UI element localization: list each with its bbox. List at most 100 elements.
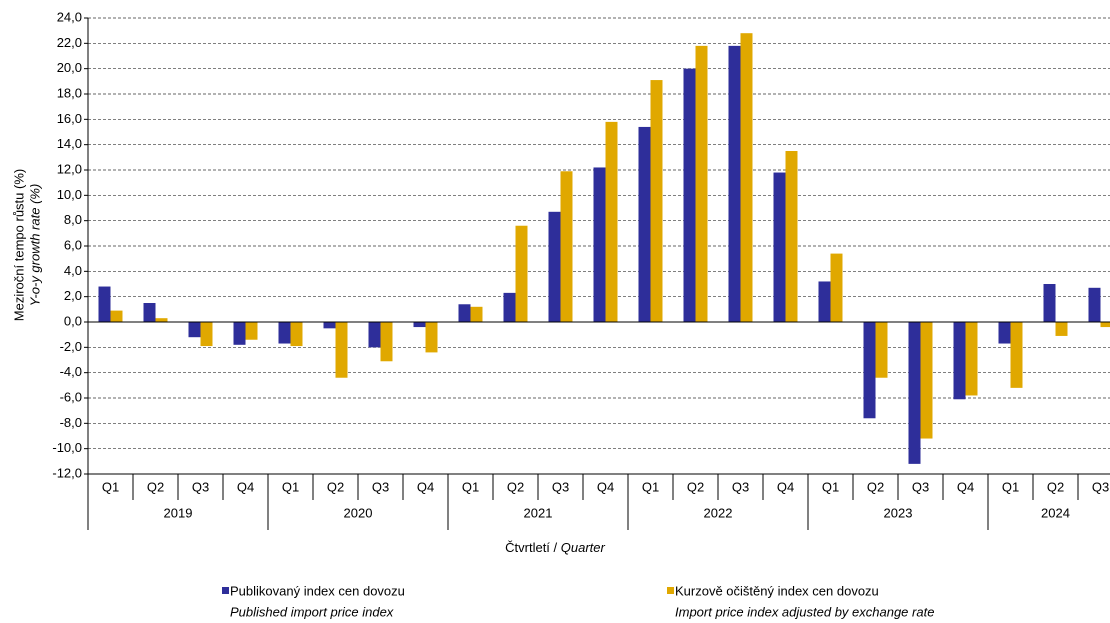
x-tick-label: Q1 [1002, 479, 1019, 494]
bar [368, 322, 381, 348]
bar [830, 253, 843, 322]
x-tick-label: Q3 [732, 479, 749, 494]
bar [818, 281, 831, 322]
bar [953, 322, 966, 400]
bar [515, 225, 528, 322]
x-title-cz: Čtvrtletí / [505, 540, 557, 555]
y-title-cz: Meziroční tempo růstu (%) [11, 169, 26, 321]
bar [200, 322, 213, 347]
x-tick-label: Q4 [237, 479, 254, 494]
legend-swatch [222, 587, 229, 594]
bar [695, 45, 708, 322]
x-tick-label: Q4 [777, 479, 794, 494]
x-tick-label: Q3 [552, 479, 569, 494]
bar [920, 322, 933, 439]
x-tick-label: Q3 [192, 479, 209, 494]
legend-swatch [667, 587, 674, 594]
bar [998, 322, 1011, 344]
x-tick-label: Q4 [957, 479, 974, 494]
bar [245, 322, 258, 340]
bar [413, 322, 426, 328]
bar [143, 303, 156, 322]
bar [458, 304, 471, 322]
x-group-label: 2022 [704, 505, 733, 520]
bar [1010, 322, 1023, 388]
x-axis-title: Čtvrtletí / Quarter [505, 540, 605, 555]
bar [593, 167, 606, 322]
x-tick-label: Q1 [102, 479, 119, 494]
bar [233, 322, 246, 345]
x-group-label: 2020 [344, 505, 373, 520]
bar [875, 322, 888, 378]
bar [683, 68, 696, 323]
bar [728, 45, 741, 322]
legend-label: Publikovaný index cen dovozu [230, 583, 405, 598]
y-title-en: Y-o-y growth rate (%) [27, 184, 42, 307]
y-axis-title: Meziroční tempo růstu (%) Y-o-y growth r… [11, 169, 42, 321]
bar [740, 33, 753, 322]
bar [1043, 284, 1056, 322]
y-tick-label: -4,0 [60, 364, 82, 379]
y-tick-label: 20,0 [57, 60, 82, 75]
bar [785, 151, 798, 322]
bar [560, 171, 573, 322]
y-tick-label: -6,0 [60, 389, 82, 404]
x-tick-label: Q2 [147, 479, 164, 494]
x-tick-label: Q3 [372, 479, 389, 494]
y-tick-label: 14,0 [57, 136, 82, 151]
x-tick-label: Q2 [1047, 479, 1064, 494]
x-title-en: Quarter [561, 540, 606, 555]
y-tick-label: 22,0 [57, 35, 82, 50]
x-group-label: 2019 [164, 505, 193, 520]
legend-label-en: Import price index adjusted by exchange … [675, 604, 934, 619]
y-tick-label: 0,0 [64, 313, 82, 328]
y-tick-label: 6,0 [64, 237, 82, 252]
y-tick-label: 10,0 [57, 187, 82, 202]
legend-label: Kurzově očištěný index cen dovozu [675, 583, 879, 598]
bar [155, 318, 168, 322]
y-tick-label: -8,0 [60, 415, 82, 430]
x-group-label: 2021 [524, 505, 553, 520]
x-tick-label: Q3 [912, 479, 929, 494]
bar [605, 121, 618, 322]
bar [863, 322, 876, 419]
bar [1088, 287, 1101, 322]
bar [110, 310, 123, 322]
legend-label-en: Published import price index [230, 604, 394, 619]
x-tick-label: Q1 [282, 479, 299, 494]
y-tick-label: 18,0 [57, 85, 82, 100]
x-tick-label: Q2 [507, 479, 524, 494]
bar [908, 322, 921, 464]
y-tick-label: 4,0 [64, 263, 82, 278]
bar [380, 322, 393, 362]
y-tick-label: 2,0 [64, 288, 82, 303]
y-tick-label: -12,0 [52, 465, 82, 480]
bar [425, 322, 438, 353]
bar [290, 322, 303, 347]
bar [323, 322, 336, 329]
x-tick-label: Q4 [597, 479, 614, 494]
bar [1100, 322, 1110, 328]
bar [188, 322, 201, 338]
x-group-label: 2024 [1041, 505, 1070, 520]
y-tick-label: 24,0 [57, 9, 82, 24]
x-tick-label: Q3 [1092, 479, 1109, 494]
bar [335, 322, 348, 378]
x-tick-label: Q2 [327, 479, 344, 494]
bar [773, 172, 786, 322]
bar [965, 322, 978, 396]
x-tick-label: Q2 [687, 479, 704, 494]
x-tick-label: Q1 [822, 479, 839, 494]
y-tick-label: 12,0 [57, 161, 82, 176]
x-tick-label: Q1 [642, 479, 659, 494]
bar [503, 292, 516, 322]
bar [650, 80, 663, 322]
x-tick-label: Q4 [417, 479, 434, 494]
y-tick-label: -10,0 [52, 440, 82, 455]
bar [1055, 322, 1068, 336]
bar [278, 322, 291, 344]
bar [98, 286, 111, 322]
x-group-label: 2023 [884, 505, 913, 520]
y-tick-label: 8,0 [64, 212, 82, 227]
